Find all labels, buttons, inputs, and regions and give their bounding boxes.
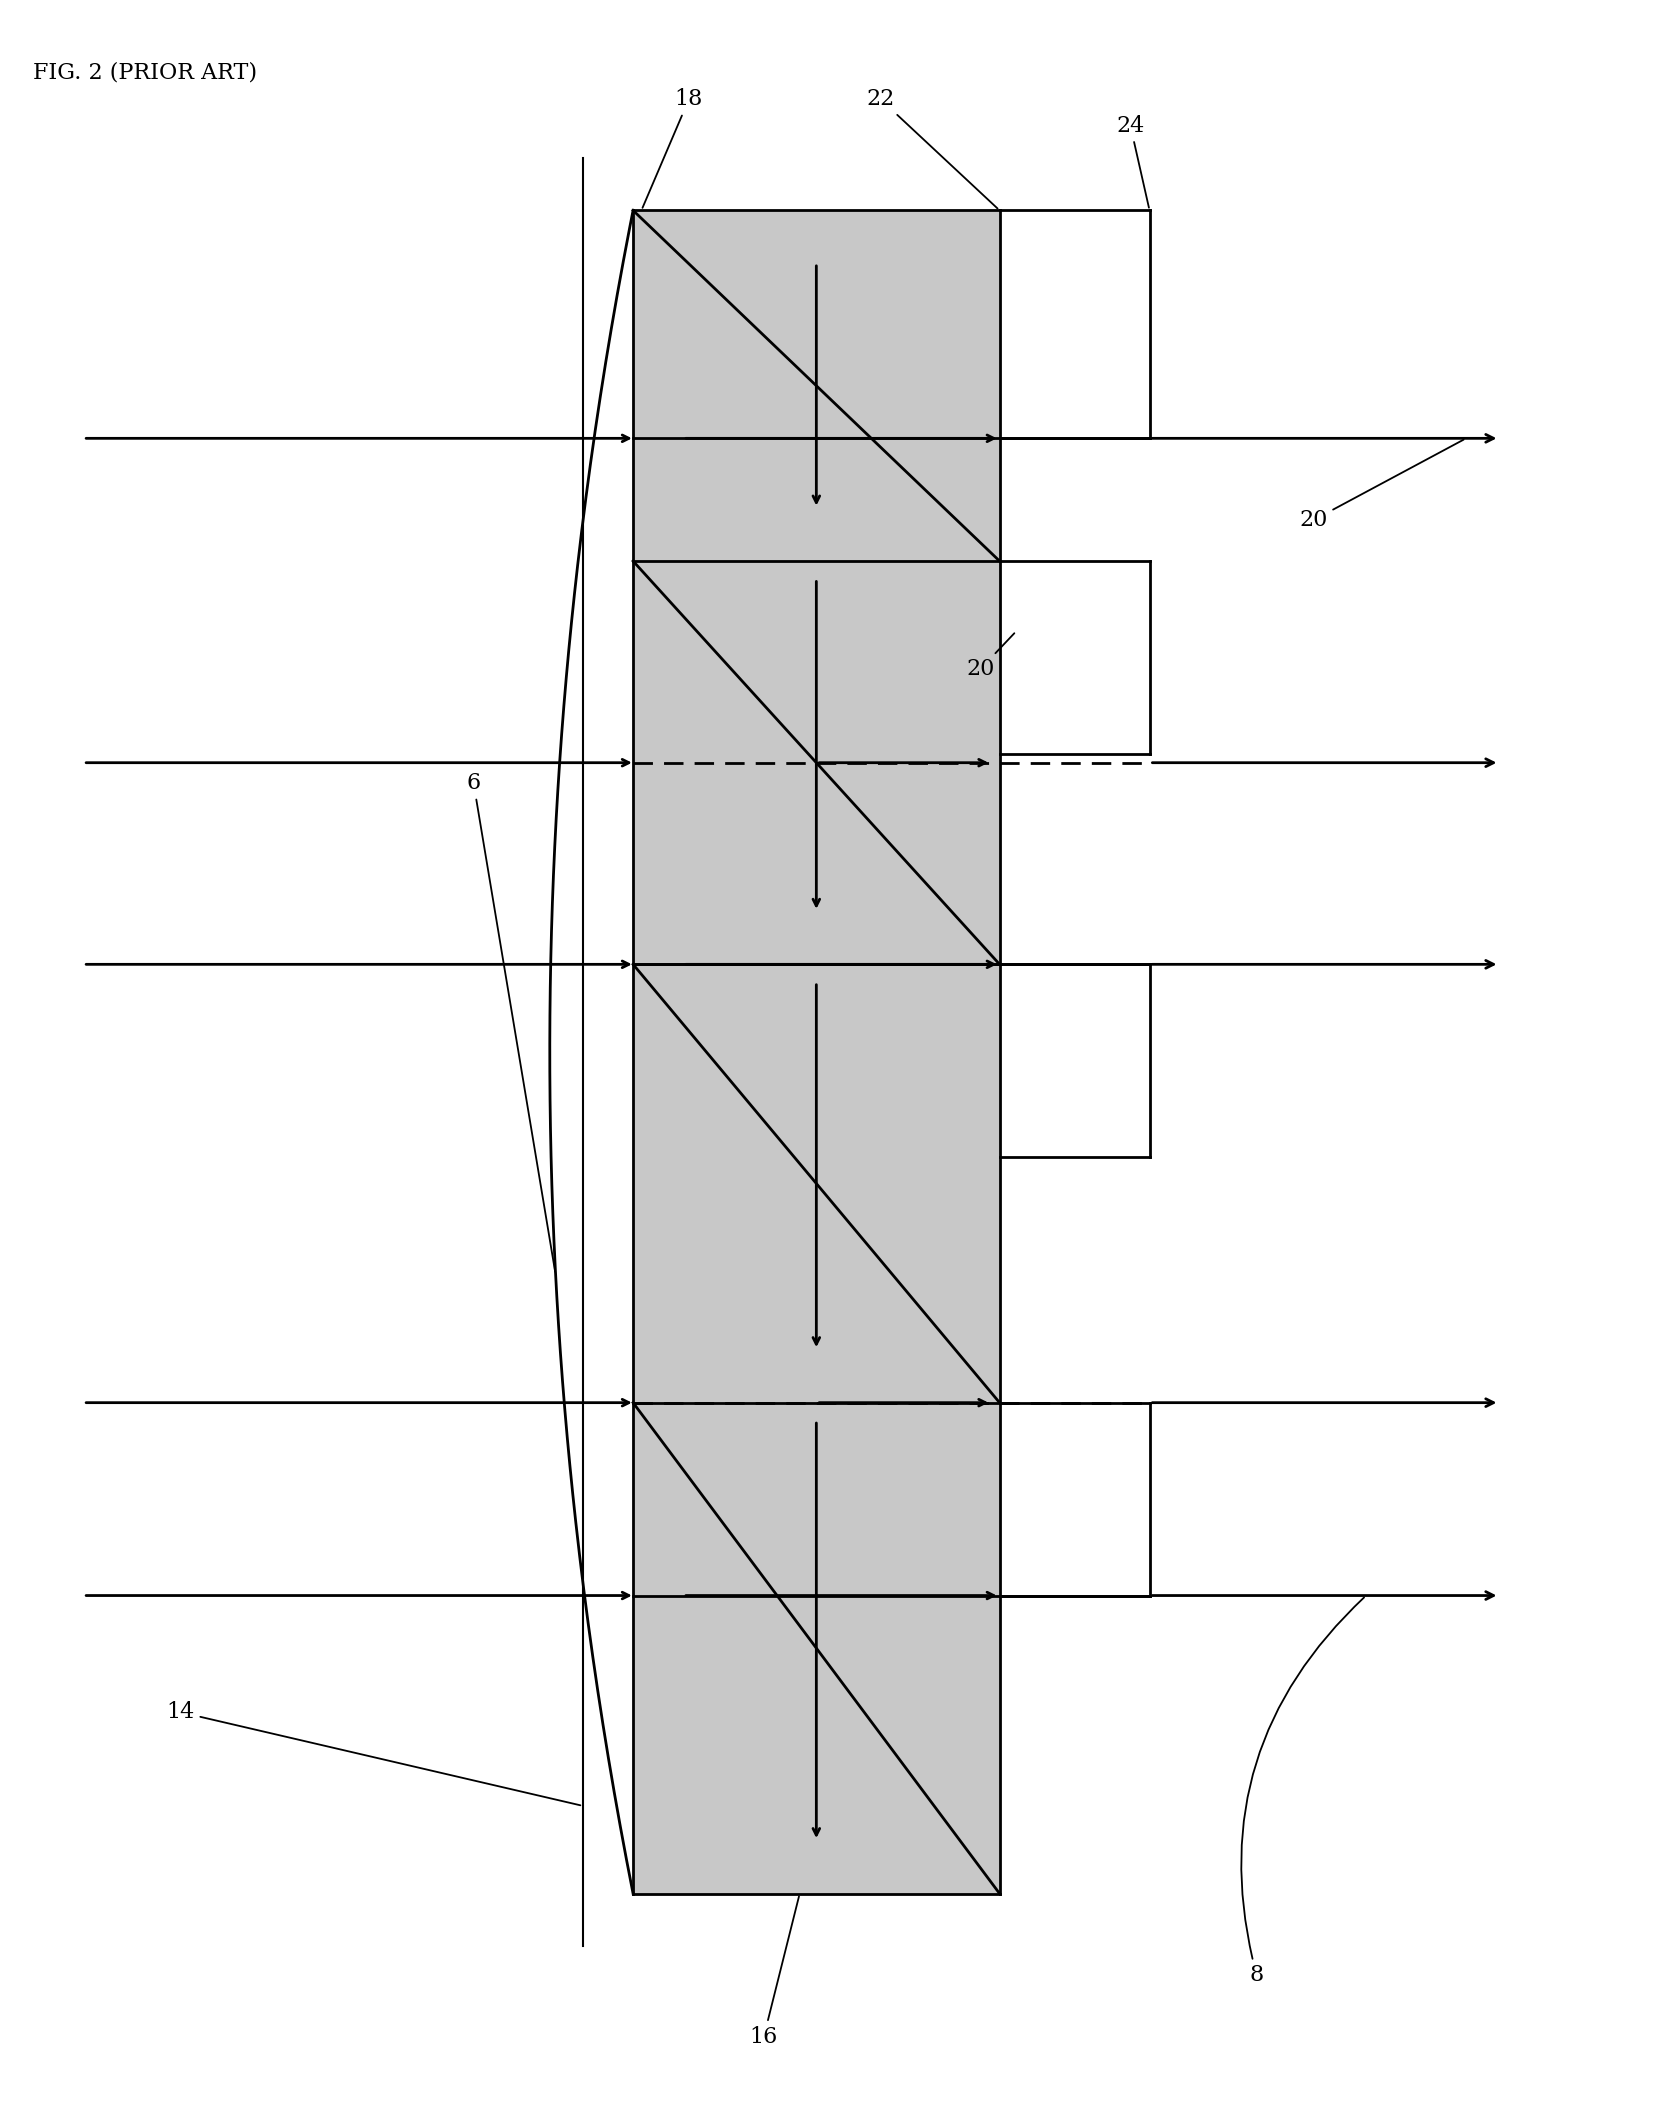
Text: 14: 14 — [167, 1702, 580, 1805]
Text: 20: 20 — [1299, 440, 1464, 530]
Text: 6: 6 — [466, 772, 555, 1271]
Text: 20: 20 — [966, 633, 1015, 680]
Polygon shape — [633, 1403, 1000, 1894]
Text: FIG. 2 (PRIOR ART): FIG. 2 (PRIOR ART) — [33, 61, 258, 84]
Polygon shape — [633, 210, 1000, 562]
Polygon shape — [633, 562, 1000, 964]
Text: 18: 18 — [643, 88, 703, 208]
Text: 24: 24 — [1116, 114, 1150, 208]
Polygon shape — [633, 964, 1000, 1403]
Text: 8: 8 — [1241, 1597, 1364, 1986]
Text: 16: 16 — [750, 1896, 800, 2047]
Text: 22: 22 — [866, 88, 998, 208]
